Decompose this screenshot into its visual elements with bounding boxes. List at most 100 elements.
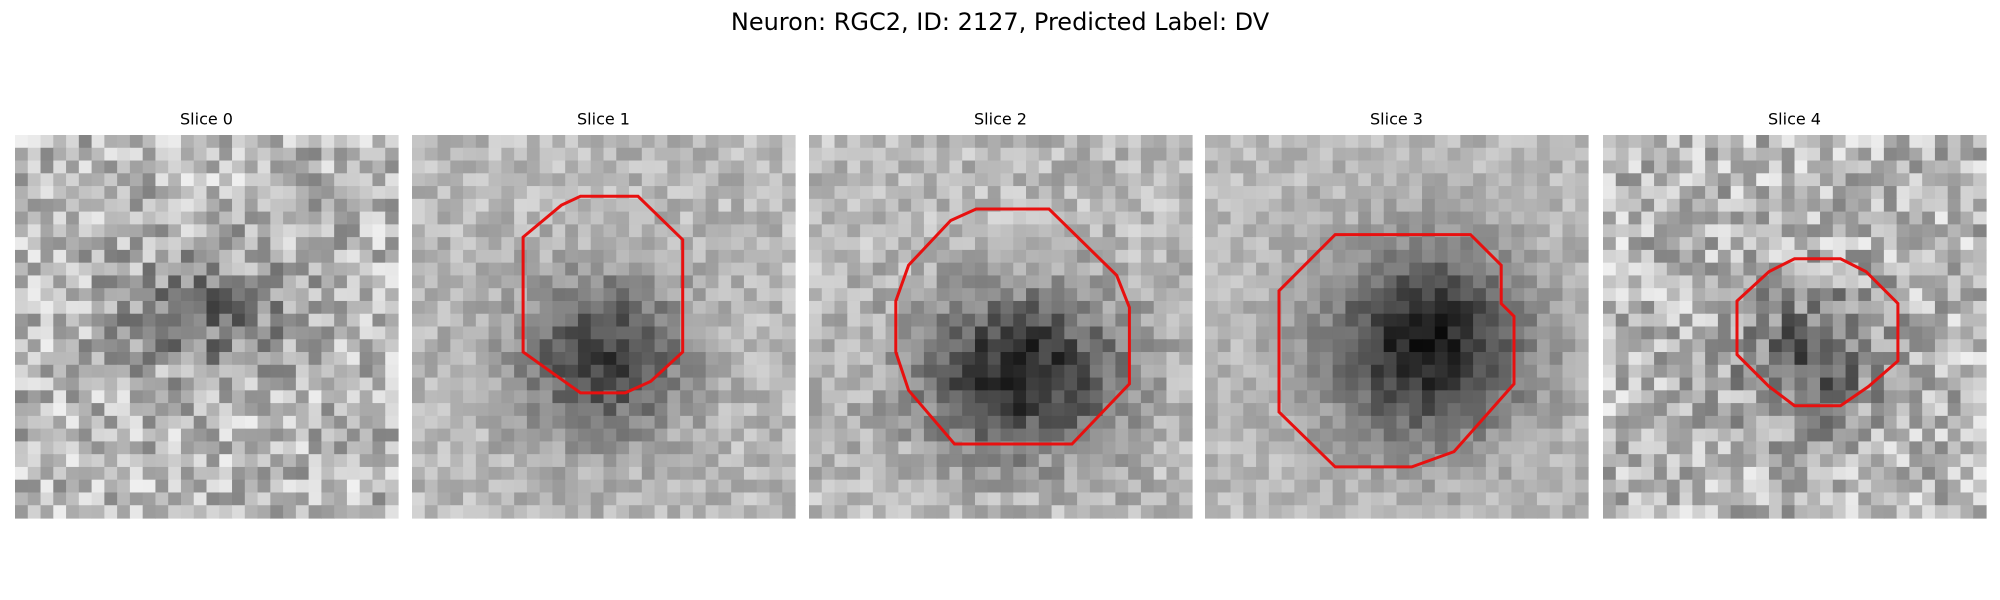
pixel (590, 147, 605, 162)
pixel (1603, 390, 1617, 404)
pixel (206, 147, 220, 162)
pixel (1575, 147, 1589, 162)
pixel (987, 428, 1002, 442)
pixel (346, 313, 361, 328)
pixel (1089, 224, 1104, 238)
pixel (1845, 275, 1859, 289)
pixel (488, 403, 502, 417)
pixel (295, 364, 310, 379)
pixel (117, 300, 131, 315)
pixel (27, 415, 42, 430)
pixel (1358, 390, 1372, 404)
pixel (1077, 454, 1091, 468)
pixel (1217, 479, 1232, 494)
pixel (334, 160, 348, 174)
pixel (1794, 377, 1808, 391)
pixel (321, 479, 335, 494)
pixel (680, 403, 694, 417)
pixel (1562, 454, 1576, 468)
pixel (1705, 237, 1719, 251)
pixel (1447, 249, 1461, 264)
pixel (641, 403, 656, 417)
pixel (463, 300, 477, 315)
pixel (1498, 249, 1512, 264)
pixel (539, 198, 554, 213)
pixel (680, 415, 694, 430)
pixel (1128, 275, 1142, 289)
pixel (1922, 377, 1936, 391)
pixel (475, 454, 490, 468)
pixel (463, 390, 477, 404)
pixel (731, 441, 745, 455)
pixel (1447, 135, 1461, 149)
pixel (1524, 415, 1538, 430)
pixel (1026, 313, 1040, 328)
pixel (641, 147, 656, 162)
pixel (463, 505, 477, 519)
pixel (1524, 300, 1538, 315)
pixel (372, 352, 386, 366)
pixel (834, 339, 848, 353)
pixel (1705, 390, 1719, 404)
pixel (974, 377, 989, 391)
pixel (1603, 479, 1617, 494)
pixel (1947, 224, 1962, 238)
pixel (27, 441, 42, 455)
pixel (1383, 275, 1398, 289)
pixel (129, 390, 144, 404)
pixel (1896, 313, 1910, 328)
pixel (1549, 403, 1564, 417)
pixel (743, 173, 758, 187)
pixel (1947, 160, 1962, 174)
pixel (1666, 300, 1681, 315)
pixel (1883, 211, 1898, 225)
pixel (1730, 198, 1745, 213)
pixel (911, 147, 925, 162)
pixel (501, 505, 515, 519)
pixel (1871, 403, 1885, 417)
pixel (1434, 211, 1449, 225)
pixel (1396, 135, 1410, 149)
pixel (1307, 288, 1321, 302)
pixel (1013, 249, 1027, 264)
pixel (15, 441, 29, 455)
pixel (104, 415, 118, 430)
pixel (1871, 262, 1885, 277)
pixel (1562, 249, 1576, 264)
image-panel (1603, 135, 1987, 519)
pixel (66, 326, 80, 340)
pixel (424, 186, 439, 200)
pixel (1307, 415, 1321, 430)
pixel (1524, 237, 1538, 251)
pixel (1434, 237, 1449, 251)
pixel (501, 441, 515, 455)
pixel (180, 186, 195, 200)
pixel (1217, 313, 1232, 328)
pixel (769, 313, 783, 328)
pixel (577, 403, 592, 417)
pixel (834, 403, 848, 417)
pixel (1460, 160, 1474, 174)
pixel (1051, 326, 1065, 340)
pixel (1089, 441, 1104, 455)
pixel (1756, 352, 1770, 366)
pixel (1332, 275, 1347, 289)
pixel (1628, 147, 1642, 162)
pixel (1153, 224, 1168, 238)
pixel (616, 326, 630, 340)
pixel (1549, 288, 1564, 302)
pixel (1434, 147, 1449, 162)
pixel (885, 160, 899, 174)
pixel (1281, 300, 1295, 315)
pixel (53, 275, 67, 289)
pixel (295, 492, 310, 506)
pixel (206, 403, 220, 417)
pixel (1832, 492, 1847, 506)
pixel (334, 492, 348, 506)
pixel (1460, 364, 1474, 379)
pixel (1524, 441, 1538, 455)
pixel (1845, 198, 1859, 213)
pixel (1896, 262, 1910, 277)
pixel (1473, 466, 1487, 481)
pixel (1473, 275, 1487, 289)
